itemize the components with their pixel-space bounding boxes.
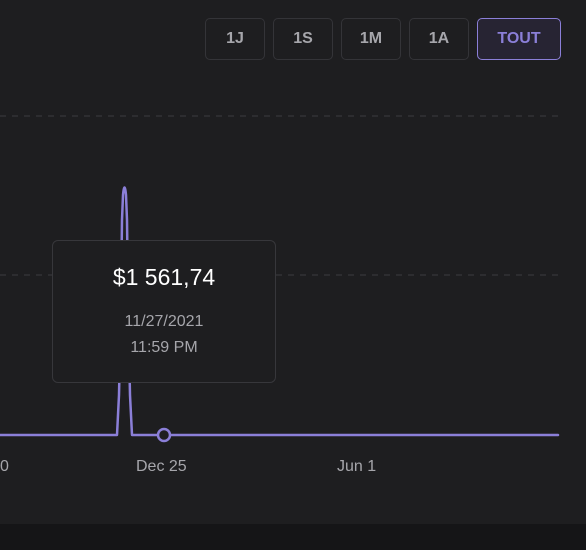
tooltip-price: $1 561,74 [112, 264, 216, 290]
chart-tooltip: $1 561,74 11/27/2021 11:59 PM [52, 240, 276, 383]
x-axis-label-0: 0 [0, 458, 9, 475]
x-axis-label-dec-25: Dec 25 [136, 458, 187, 475]
range-button-1j[interactable]: 1J [205, 18, 265, 60]
footer-bar [0, 524, 586, 550]
tooltip-time: 11:59 PM [130, 339, 198, 356]
x-axis-label-jun-1: Jun 1 [337, 458, 377, 475]
tooltip-date: 11/27/2021 [124, 313, 204, 330]
range-button-1s[interactable]: 1S [273, 18, 333, 60]
range-button-1a[interactable]: 1A [409, 18, 469, 60]
time-range-selector: 1J 1S 1M 1A TOUT [205, 18, 561, 60]
range-button-tout[interactable]: TOUT [477, 18, 561, 60]
range-button-1m[interactable]: 1M [341, 18, 401, 60]
hover-point-marker [156, 427, 172, 443]
